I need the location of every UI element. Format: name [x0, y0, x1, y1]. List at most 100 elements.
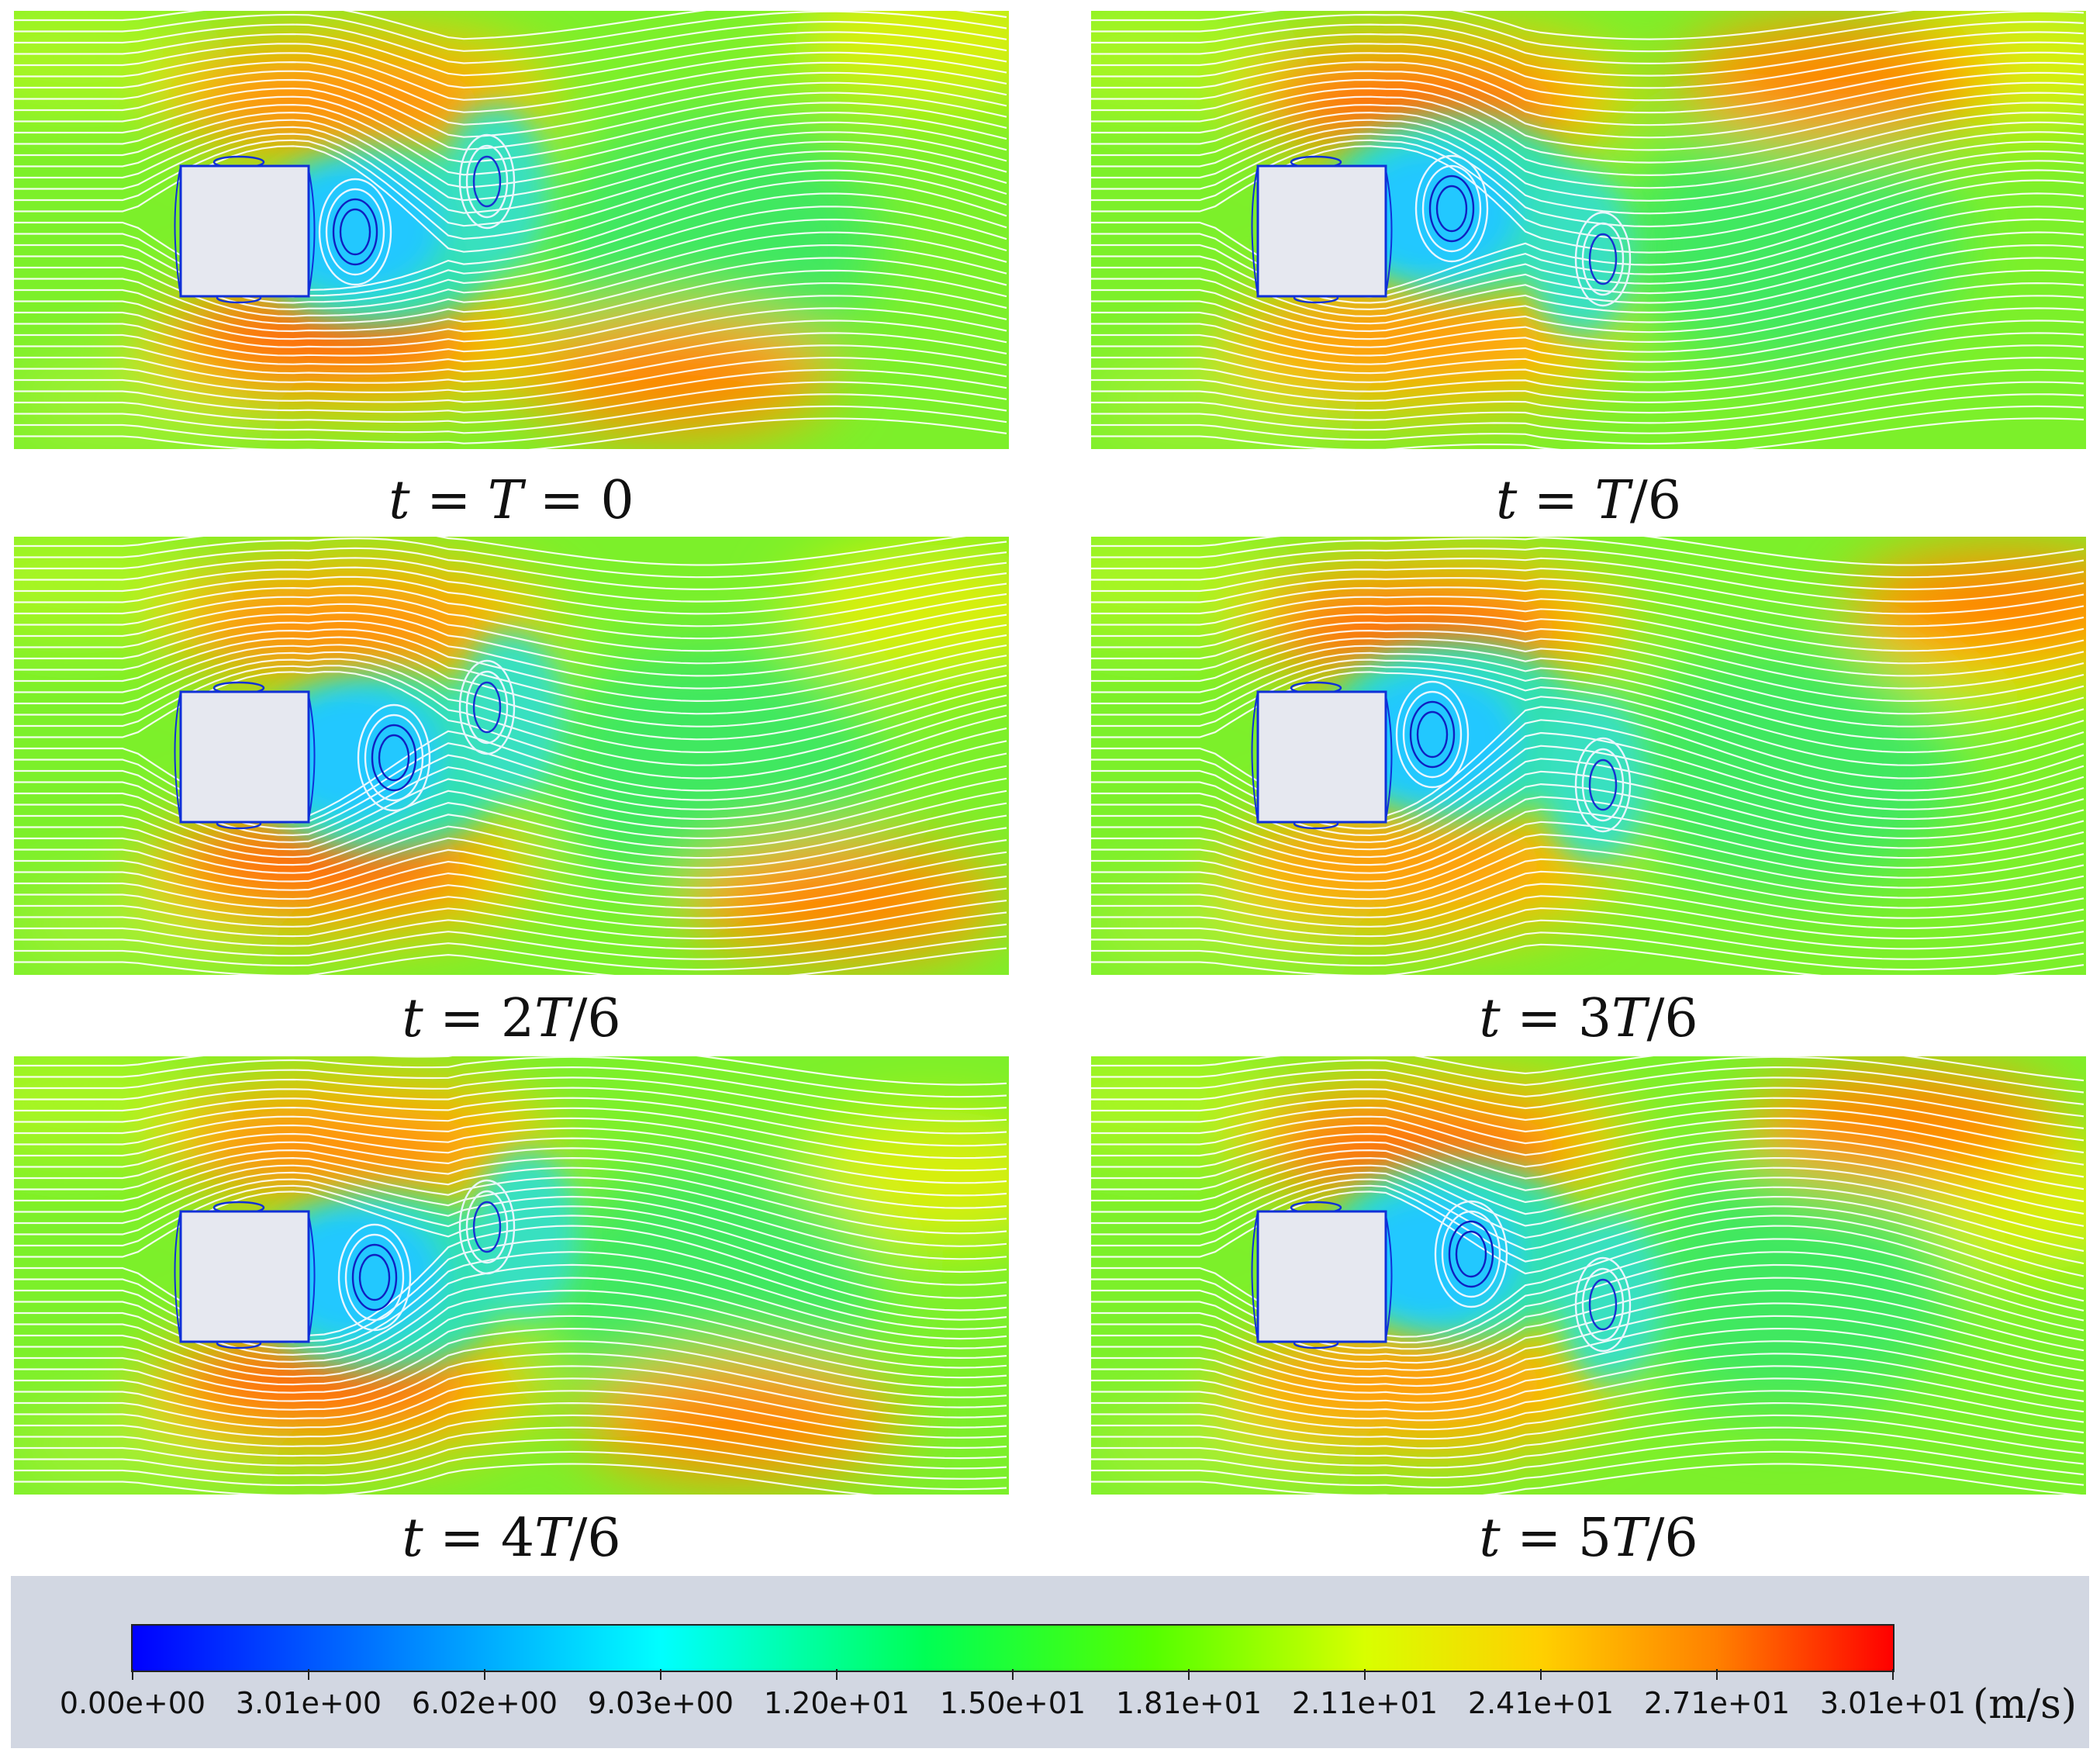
vortex-ring — [472, 155, 502, 208]
streamline — [14, 1087, 1007, 1135]
streamline — [1091, 269, 2084, 340]
streamline — [1091, 344, 2084, 393]
streamline — [1091, 218, 2084, 311]
colorbar-tick — [484, 1669, 485, 1680]
streamline — [1091, 858, 2084, 909]
streamline — [1091, 931, 2084, 971]
wake-vortices — [212, 659, 516, 830]
streamline — [14, 670, 1007, 779]
colorbar-tick-label: 6.02e+00 — [411, 1686, 558, 1720]
streamline — [1091, 1191, 2084, 1290]
streamline — [1091, 192, 2084, 298]
vortex-ring — [1581, 222, 1625, 296]
streamline — [1091, 282, 2084, 348]
vortex-ring — [1434, 1200, 1508, 1308]
streamline — [1091, 41, 2084, 89]
streamline — [14, 218, 1007, 311]
streamline — [1091, 126, 2084, 215]
streamline — [1091, 637, 2084, 715]
vortex-ring — [472, 1201, 502, 1253]
streamline — [1091, 745, 2084, 837]
streamline — [14, 87, 1007, 150]
flow-panel-t0 — [14, 11, 1009, 449]
streamlines — [1091, 11, 2084, 449]
caption-part: = 2 — [423, 988, 535, 1049]
streamline — [1091, 895, 2084, 940]
streamline — [14, 1238, 1007, 1343]
streamline — [14, 1191, 1007, 1299]
wake-vortices — [1290, 154, 1632, 307]
streamline — [1091, 320, 2084, 375]
streamline — [14, 417, 1007, 449]
caption-part: t — [402, 1508, 423, 1569]
flow-field-svg — [14, 1056, 1009, 1495]
vortex-ring — [465, 144, 509, 219]
colorbar-tick-label: 0.00e+00 — [59, 1686, 206, 1720]
streamline — [1091, 1066, 2084, 1105]
streamline — [1091, 119, 2084, 202]
streamline — [14, 740, 1007, 830]
vortex-ring — [332, 198, 378, 266]
vortex-ring — [344, 1233, 405, 1322]
streamline — [1091, 1302, 2084, 1379]
caption-part: T — [534, 1508, 570, 1569]
streamline — [1091, 70, 2084, 126]
caption-part: T — [1611, 988, 1647, 1049]
streamline — [14, 585, 1007, 640]
streamlines — [1091, 1056, 2084, 1495]
flow-field-svg — [1091, 11, 2086, 449]
streamline — [1091, 706, 2084, 818]
streamline — [14, 1450, 1007, 1491]
streamline — [1091, 596, 2084, 652]
velocity-colorbar: 0.00e+00 3.01e+00 6.02e+00 9.03e+00 1.20e+01… — [11, 1576, 2089, 1748]
vortex-ring — [1428, 175, 1475, 243]
vortex-ring — [1395, 680, 1470, 789]
caption-t1: t = T/6 — [1091, 475, 2086, 537]
vortex-ring — [339, 208, 371, 256]
streamline — [14, 111, 1007, 188]
streamline — [14, 603, 1007, 665]
colorbar-tick-label: 1.50e+01 — [939, 1686, 1086, 1720]
flow-panel-t5 — [1091, 1056, 2086, 1495]
colorbar-tick — [660, 1669, 661, 1680]
streamline — [14, 1132, 1007, 1197]
streamline — [14, 1353, 1007, 1411]
vortex-ring — [1402, 690, 1463, 779]
streamline — [14, 875, 1007, 919]
streamline — [1091, 883, 2084, 930]
streamline — [1091, 356, 2084, 404]
vortex-ring — [472, 681, 502, 734]
colorbar-tick-label: 1.81e+01 — [1115, 1686, 1262, 1720]
streamline — [14, 20, 1007, 64]
streamline — [14, 594, 1007, 652]
streamline — [1091, 1238, 2084, 1344]
colorbar-tick-label: 1.20e+01 — [763, 1686, 910, 1720]
streamline — [14, 295, 1007, 357]
streamline — [14, 1251, 1007, 1349]
caption-t4: t = 4T/6 — [14, 1512, 1009, 1574]
streamline — [1091, 1463, 2082, 1495]
streamline — [1091, 417, 2084, 449]
streamline — [1091, 1076, 2084, 1118]
caption-part: t — [1479, 988, 1501, 1049]
streamline — [14, 368, 1007, 413]
flow-field-svg — [14, 11, 1009, 449]
streamline — [14, 11, 1007, 40]
flow-field-svg — [14, 537, 1009, 975]
streamline — [1091, 719, 2084, 824]
vortex-ring — [1581, 748, 1625, 822]
vortex-ring — [351, 1243, 398, 1311]
vortex-ring — [1435, 185, 1468, 233]
streamline — [1091, 111, 2084, 189]
streamline — [14, 658, 1007, 754]
streamline — [14, 51, 1007, 101]
flow-panel-t1 — [1091, 11, 2086, 449]
streamline — [1091, 645, 2084, 727]
streamline — [1091, 1365, 2084, 1422]
streamline — [1091, 613, 2084, 677]
caption-part: /6 — [1646, 988, 1698, 1049]
vortex-ring — [357, 703, 431, 812]
streamline — [1091, 1124, 2084, 1178]
streamline — [1091, 731, 2084, 830]
streamline — [14, 405, 1007, 444]
